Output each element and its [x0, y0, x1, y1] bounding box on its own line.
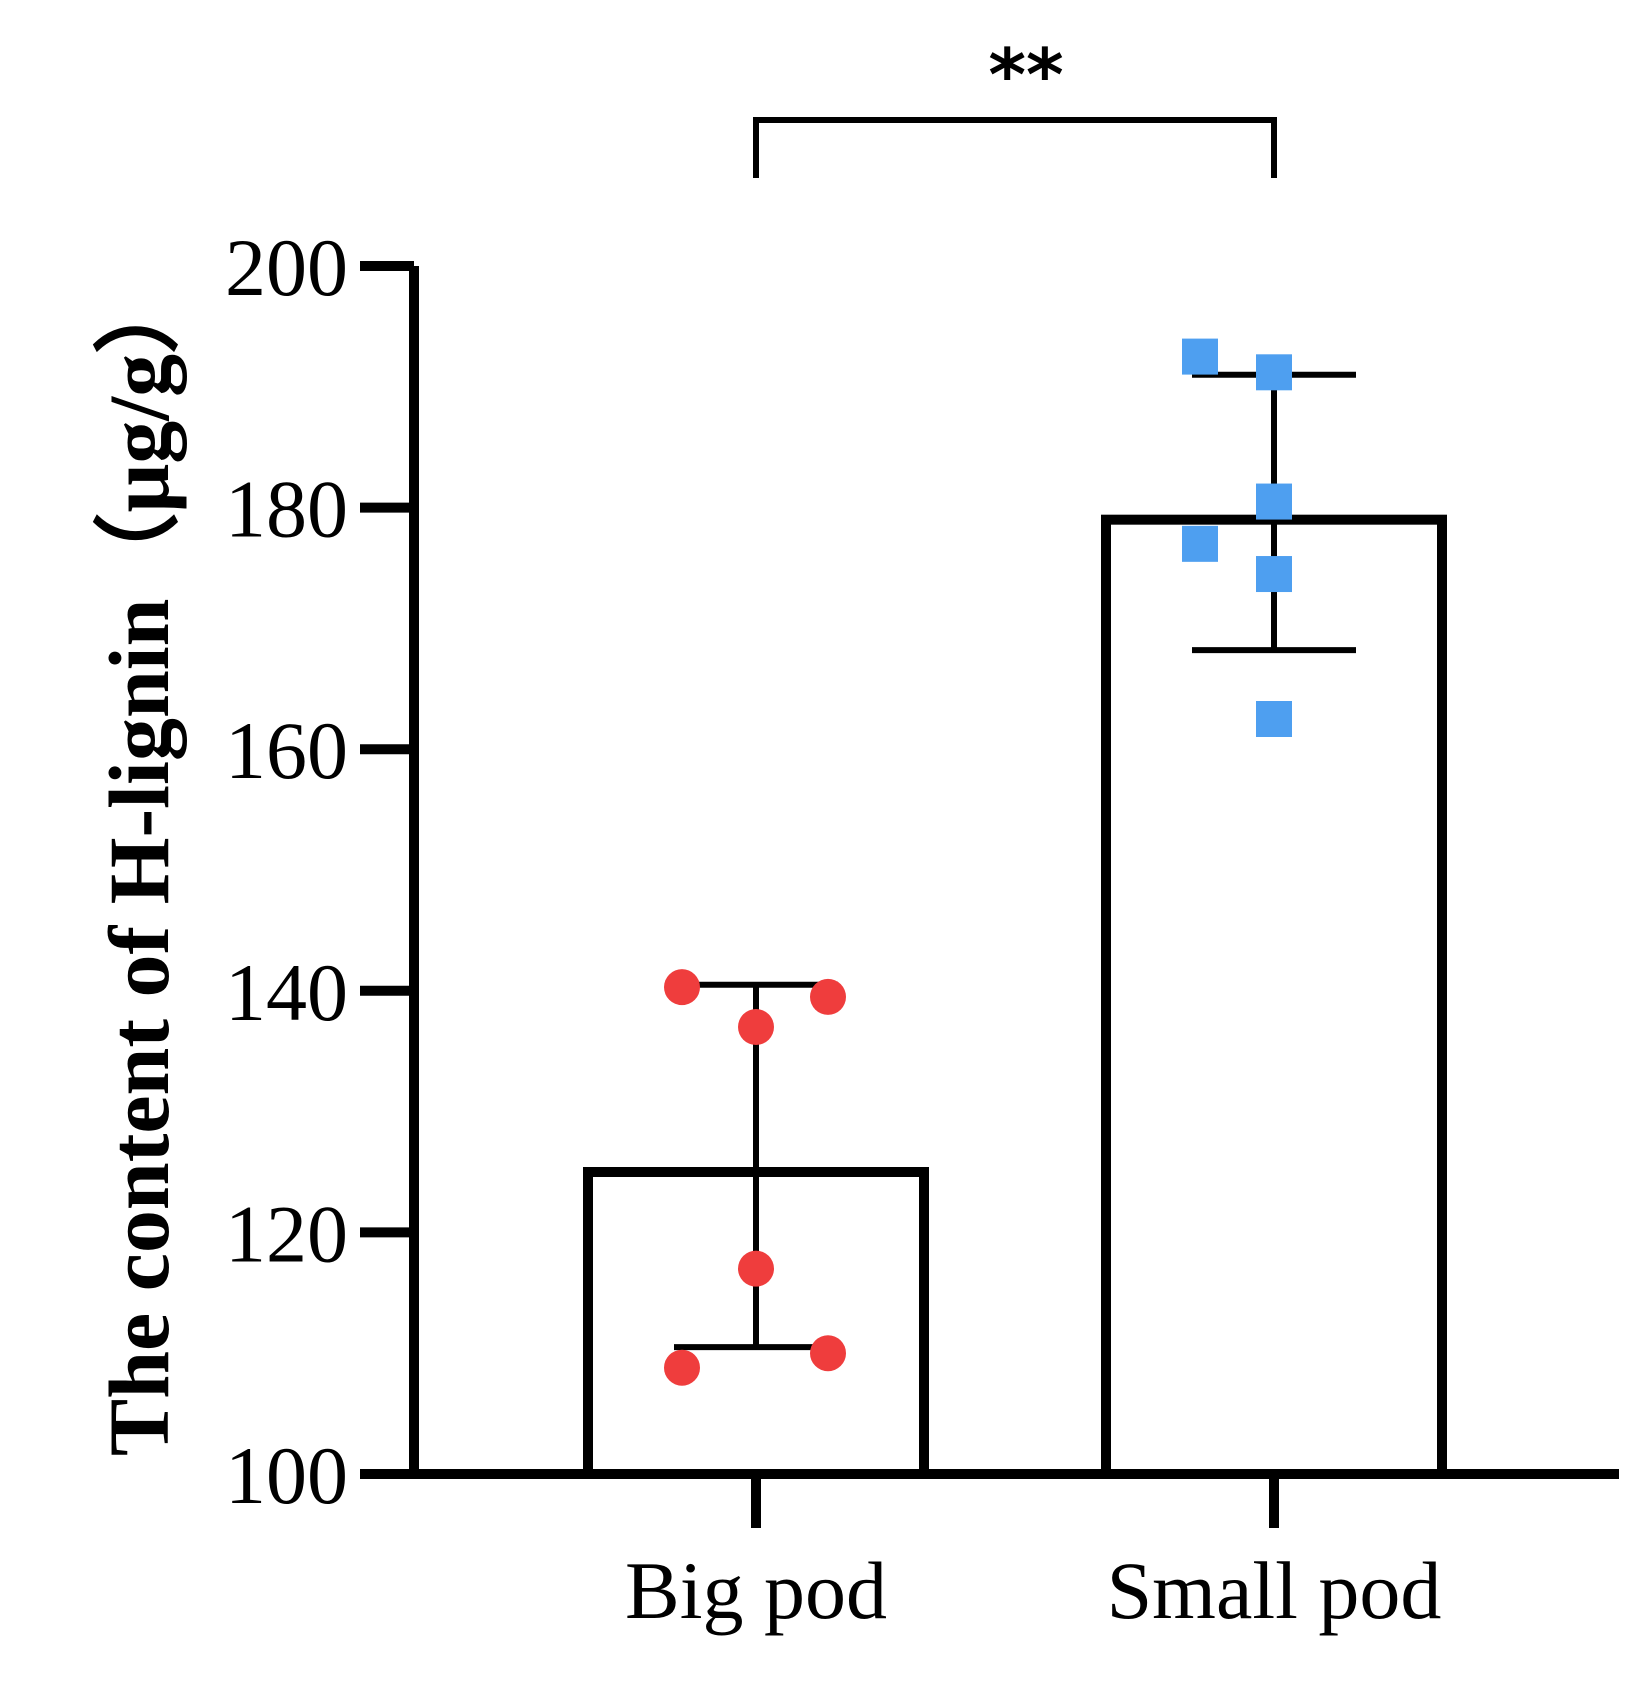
significance-bracket: **	[753, 33, 1277, 178]
significance-label: **	[988, 33, 1063, 117]
y-tick-label: 200	[225, 222, 348, 313]
y-tick-label: 140	[225, 947, 348, 1038]
data-point-circle	[738, 1009, 774, 1046]
data-point-circle	[664, 1349, 700, 1386]
bars	[583, 514, 1447, 1479]
bar-small-pod	[1101, 514, 1447, 1479]
data-point-circle	[810, 1335, 846, 1372]
data-point-circle	[810, 978, 846, 1015]
data-point-square	[1256, 556, 1292, 593]
x-categories: Big pod Small pod	[625, 1474, 1441, 1636]
y-tick-label: 180	[225, 464, 348, 555]
axes	[409, 266, 1619, 1479]
data-point-square	[1182, 338, 1218, 375]
y-axis-label: The content of H-lignin（μg/g）	[91, 268, 187, 1456]
y-ticks: 100 120 140 160 180 200	[225, 222, 414, 1521]
data-point-circle	[664, 969, 700, 1006]
y-tick-label: 100	[225, 1430, 348, 1521]
significance-bracket-line	[753, 117, 1277, 178]
data-point-square	[1256, 483, 1292, 520]
data-point-square	[1182, 525, 1218, 562]
x-category-label: Small pod	[1107, 1545, 1442, 1636]
data-points	[664, 338, 1292, 1386]
data-point-circle	[738, 1250, 774, 1287]
data-point-square	[1256, 701, 1292, 737]
y-tick-label: 120	[225, 1188, 348, 1279]
y-tick-label: 160	[225, 705, 348, 796]
data-point-square	[1256, 354, 1292, 391]
x-category-label: Big pod	[625, 1545, 887, 1636]
